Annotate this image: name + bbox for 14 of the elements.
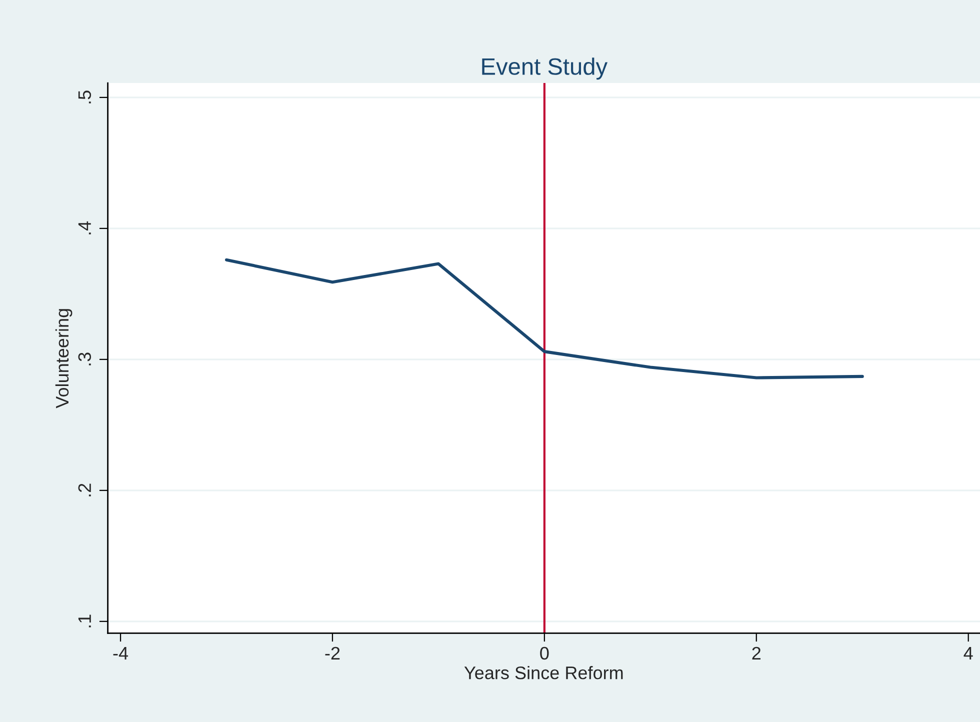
chart-title: Event Study <box>482 58 608 80</box>
x-tick-label: 0 <box>540 646 549 660</box>
y-tick-label: .5 <box>78 90 92 104</box>
x-axis-title: Years Since Reform <box>464 666 623 680</box>
y-tick-label: .3 <box>78 352 92 366</box>
x-tick-label: -4 <box>113 647 128 660</box>
y-tick-label: .2 <box>78 484 91 496</box>
line-series <box>224 258 864 380</box>
x-tick-label: 2 <box>752 646 760 660</box>
y-tick-label: .1 <box>78 614 91 628</box>
x-tick-label: 4 <box>964 647 973 660</box>
y-tick-label: .4 <box>78 221 91 234</box>
y-axis-title: Volunteering <box>55 309 72 408</box>
x-tick-label: -2 <box>325 646 340 660</box>
